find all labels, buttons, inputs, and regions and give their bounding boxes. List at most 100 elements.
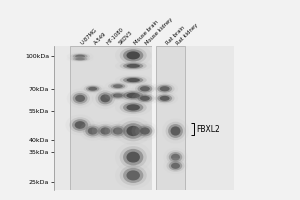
Ellipse shape (127, 64, 140, 68)
Ellipse shape (100, 94, 110, 102)
Ellipse shape (171, 154, 180, 161)
Ellipse shape (65, 115, 95, 135)
Ellipse shape (162, 118, 189, 144)
Ellipse shape (73, 93, 88, 104)
Ellipse shape (120, 101, 147, 114)
Ellipse shape (72, 119, 88, 131)
Ellipse shape (131, 92, 158, 105)
Ellipse shape (123, 103, 143, 112)
Text: A-549: A-549 (93, 32, 107, 46)
Ellipse shape (123, 123, 143, 139)
Ellipse shape (115, 60, 152, 71)
Ellipse shape (151, 82, 178, 96)
Ellipse shape (123, 49, 143, 61)
Ellipse shape (140, 127, 150, 135)
Ellipse shape (137, 95, 152, 102)
Ellipse shape (140, 96, 150, 101)
Ellipse shape (95, 90, 115, 106)
Ellipse shape (160, 86, 170, 91)
Ellipse shape (110, 126, 125, 136)
Ellipse shape (120, 146, 147, 168)
Ellipse shape (108, 82, 128, 90)
Ellipse shape (70, 57, 90, 61)
Ellipse shape (75, 95, 85, 102)
Ellipse shape (123, 91, 143, 100)
Ellipse shape (120, 76, 147, 84)
Ellipse shape (131, 121, 158, 141)
Ellipse shape (115, 75, 152, 86)
Ellipse shape (137, 85, 152, 93)
Ellipse shape (123, 63, 143, 69)
Ellipse shape (163, 158, 188, 174)
Ellipse shape (70, 53, 90, 59)
Ellipse shape (120, 47, 147, 64)
Ellipse shape (120, 121, 147, 141)
Text: U-87MG: U-87MG (80, 28, 98, 46)
Ellipse shape (167, 160, 184, 172)
Ellipse shape (69, 117, 91, 133)
Text: FBXL2: FBXL2 (196, 125, 220, 134)
Ellipse shape (135, 84, 155, 94)
Ellipse shape (157, 95, 172, 102)
Ellipse shape (123, 77, 143, 83)
Ellipse shape (155, 84, 175, 94)
Ellipse shape (110, 83, 125, 89)
Ellipse shape (123, 168, 143, 183)
Ellipse shape (127, 170, 140, 180)
Ellipse shape (83, 124, 103, 138)
Ellipse shape (163, 148, 188, 166)
Ellipse shape (120, 90, 147, 101)
Ellipse shape (113, 93, 123, 98)
Ellipse shape (169, 152, 182, 162)
Ellipse shape (127, 152, 140, 163)
Bar (152, 46, 156, 190)
Ellipse shape (75, 58, 85, 60)
Text: Mouse kidney: Mouse kidney (145, 17, 174, 46)
Ellipse shape (115, 99, 152, 116)
Ellipse shape (108, 124, 128, 138)
Ellipse shape (137, 126, 152, 136)
Ellipse shape (171, 126, 181, 136)
Ellipse shape (157, 85, 172, 93)
Ellipse shape (108, 91, 128, 100)
Ellipse shape (98, 92, 113, 104)
Ellipse shape (115, 88, 152, 103)
Ellipse shape (127, 126, 140, 136)
Ellipse shape (98, 126, 113, 136)
Ellipse shape (85, 126, 100, 136)
Ellipse shape (67, 56, 94, 62)
Ellipse shape (127, 104, 140, 111)
Ellipse shape (151, 92, 178, 105)
Ellipse shape (168, 124, 183, 138)
Ellipse shape (160, 96, 170, 101)
Ellipse shape (120, 165, 147, 186)
Ellipse shape (115, 117, 152, 145)
Ellipse shape (167, 150, 184, 164)
Ellipse shape (115, 142, 152, 172)
Ellipse shape (120, 62, 147, 70)
Ellipse shape (70, 91, 90, 106)
Ellipse shape (95, 124, 115, 138)
Ellipse shape (86, 86, 100, 92)
Ellipse shape (75, 55, 85, 58)
Ellipse shape (123, 149, 143, 165)
Bar (70, 46, 152, 190)
Ellipse shape (169, 161, 182, 170)
Text: HT-1080: HT-1080 (105, 27, 124, 46)
Ellipse shape (67, 52, 94, 61)
Text: Mouse brain: Mouse brain (133, 20, 160, 46)
Ellipse shape (80, 83, 105, 94)
Ellipse shape (67, 89, 94, 108)
Ellipse shape (104, 121, 131, 141)
Text: Rat brain: Rat brain (165, 25, 185, 46)
Ellipse shape (104, 90, 131, 101)
Ellipse shape (88, 127, 98, 135)
Ellipse shape (171, 163, 180, 169)
Ellipse shape (115, 44, 152, 66)
Ellipse shape (75, 121, 86, 129)
Ellipse shape (79, 121, 106, 141)
Ellipse shape (100, 127, 110, 135)
Ellipse shape (113, 127, 123, 135)
Ellipse shape (104, 81, 131, 91)
Ellipse shape (113, 84, 123, 88)
